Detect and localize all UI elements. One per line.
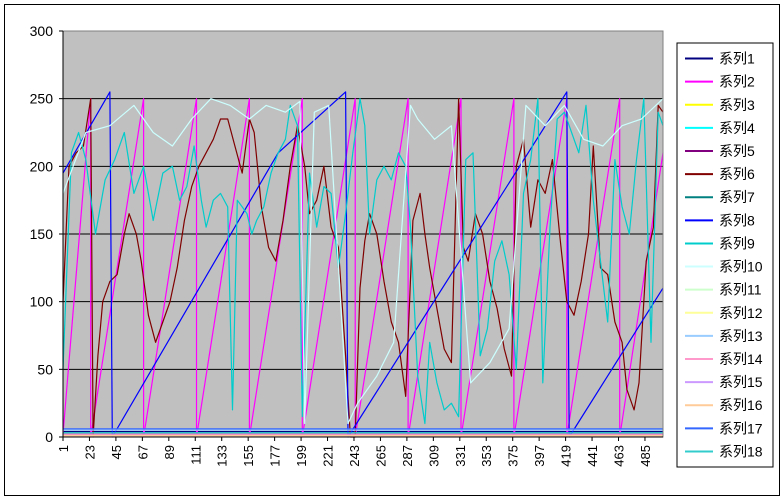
legend-label: 系列9 [719, 235, 755, 251]
x-tick-label: 133 [215, 445, 230, 467]
x-tick-label: 89 [162, 445, 177, 459]
x-tick-label: 23 [82, 445, 97, 459]
x-tick-label: 287 [400, 445, 415, 467]
x-tick-label: 155 [241, 445, 256, 467]
y-tick-label: 150 [30, 226, 54, 242]
legend-label: 系列5 [719, 143, 755, 159]
x-tick-label: 485 [638, 445, 653, 467]
x-tick-label: 419 [559, 445, 574, 467]
x-tick-label: 375 [506, 445, 521, 467]
legend-label: 系列1 [719, 51, 755, 67]
series-line-6 [62, 98, 664, 438]
y-tick-label: 100 [30, 294, 54, 310]
x-tick-label: 45 [109, 445, 124, 459]
legend-label: 系列8 [719, 212, 755, 228]
x-tick-label: 331 [453, 445, 468, 467]
x-tick-label: 309 [426, 445, 441, 467]
legend-label: 系列13 [719, 328, 763, 344]
x-tick-label: 221 [321, 445, 336, 467]
legend-label: 系列16 [719, 397, 763, 413]
x-tick-label: 111 [188, 445, 203, 465]
line-chart: 0 50 100 150 200 250 300 1 23 45 67 89 111 133 155 177… [30, 23, 774, 468]
x-tick-label: 397 [532, 445, 547, 467]
legend-label: 系列4 [719, 120, 755, 136]
x-tick-label: 243 [347, 445, 362, 467]
y-tick-label: 0 [45, 429, 53, 445]
x-tick-label: 441 [585, 445, 600, 467]
y-tick-label: 300 [30, 23, 54, 39]
legend-label: 系列14 [719, 351, 763, 367]
chart-frame: 0 50 100 150 200 250 300 1 23 45 67 89 111 133 155 177… [4, 4, 780, 496]
legend-label: 系列12 [719, 305, 763, 321]
series-layer [62, 91, 664, 438]
x-tick-label: 199 [294, 445, 309, 467]
series-line-8 [62, 91, 664, 438]
legend-label: 系列17 [719, 420, 763, 436]
legend-box [676, 42, 774, 468]
series-line-9 [62, 98, 664, 425]
legend-label: 系列18 [719, 443, 763, 459]
legend-label: 系列6 [719, 166, 755, 182]
x-tick-label: 177 [268, 445, 283, 467]
x-tick-label: 265 [373, 445, 388, 467]
y-tick-label: 250 [30, 91, 54, 107]
y-axis: 0 50 100 150 200 250 300 [30, 23, 64, 445]
y-tick-label: 200 [30, 158, 54, 174]
legend-label: 系列3 [719, 97, 755, 113]
x-tick-label: 1 [56, 445, 71, 452]
x-axis: 1 23 45 67 89 111 133 155 177 199 221 243 265 287 309 3… [56, 436, 663, 467]
legend-label: 系列10 [719, 259, 763, 275]
legend-label: 系列11 [719, 282, 762, 298]
y-tick-label: 50 [37, 361, 53, 377]
series-line-10 [62, 98, 664, 425]
legend-label: 系列15 [719, 374, 763, 390]
legend-label: 系列7 [719, 189, 755, 205]
x-tick-label: 463 [612, 445, 627, 467]
x-tick-label: 67 [135, 445, 150, 459]
legend-label: 系列2 [719, 74, 755, 90]
legend: 系列1 系列2 系列3 系列4 系列5 系列6 系列7 系列8 系列9 系列10 系列11 系列12 系… [676, 42, 774, 468]
x-tick-label: 353 [479, 445, 494, 467]
